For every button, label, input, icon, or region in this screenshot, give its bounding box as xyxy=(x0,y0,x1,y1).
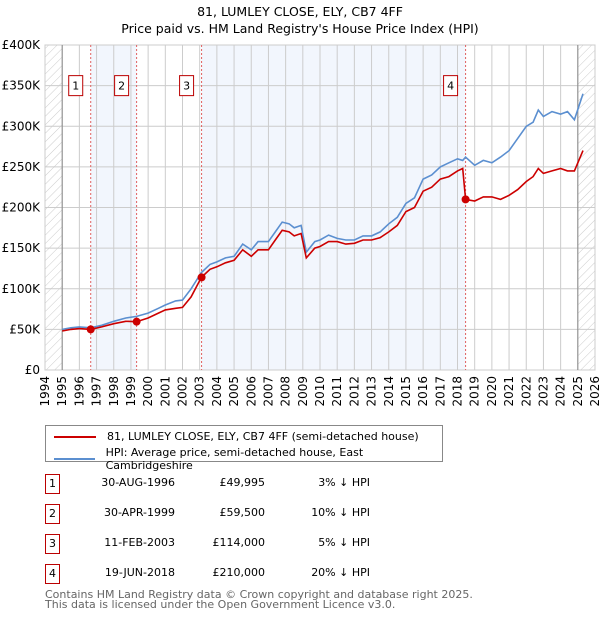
y-tick-label: £350K xyxy=(2,79,42,93)
sale-label: 2 xyxy=(118,80,125,93)
sale-point xyxy=(86,325,95,334)
sale-price: £114,000 xyxy=(212,536,266,549)
table-row: 2 30-APR-1999 £59,500 10% ↓ HPI xyxy=(45,504,445,524)
sale-label: 3 xyxy=(183,80,190,93)
x-tick-label: 1997 xyxy=(90,376,104,407)
y-tick-label: £0 xyxy=(25,363,40,377)
x-tick-label: 2007 xyxy=(261,376,275,407)
blue-line-swatch xyxy=(54,458,95,460)
x-tick-label: 2020 xyxy=(485,376,499,407)
sale-label-border xyxy=(68,75,84,97)
sale-price: £210,000 xyxy=(212,566,266,579)
x-tick-label: 1999 xyxy=(124,376,138,407)
title-line-2: Price paid vs. HM Land Registry's House … xyxy=(121,21,479,36)
x-tick-label: 2026 xyxy=(588,376,600,407)
sale-price: £49,995 xyxy=(219,476,266,489)
y-tick-label: £100K xyxy=(2,282,42,296)
x-tick-label: 2015 xyxy=(399,376,413,407)
sale-point xyxy=(132,317,141,326)
x-tick-label: 2025 xyxy=(571,376,585,407)
hpi-diff: 20% ↓ HPI xyxy=(311,566,370,579)
x-tick-label: 2010 xyxy=(313,376,327,407)
x-tick-label: 2009 xyxy=(296,376,310,407)
footer-line-2: This data is licensed under the Open Gov… xyxy=(45,598,396,611)
sale-date: 30-APR-1999 xyxy=(103,506,175,519)
x-tick-label: 2001 xyxy=(158,376,172,407)
x-tick-label: 1998 xyxy=(107,376,121,407)
sale-label-box: 3 xyxy=(179,75,195,97)
plot-border xyxy=(44,44,596,371)
x-tick-label: 1995 xyxy=(55,376,69,407)
table-row: 4 19-JUN-2018 £210,000 20% ↓ HPI xyxy=(45,564,445,584)
x-tick-label: 2022 xyxy=(519,376,533,407)
sale-label-border xyxy=(179,75,195,97)
x-tick-label: 2011 xyxy=(330,376,344,407)
sale-number: 4 xyxy=(45,564,60,584)
x-tick-label: 2019 xyxy=(468,376,482,407)
y-tick-label: £300K xyxy=(2,119,42,133)
sale-number: 1 xyxy=(45,474,60,494)
sale-label-border xyxy=(114,75,130,97)
sale-label-box: 4 xyxy=(443,75,459,97)
x-tick-label: 2016 xyxy=(416,376,430,407)
legend-item-property: 81, LUMLEY CLOSE, ELY, CB7 4FF (semi-det… xyxy=(54,430,419,443)
sale-date: 19-JUN-2018 xyxy=(104,566,175,579)
sale-point xyxy=(197,273,206,282)
property-price-line xyxy=(62,150,584,332)
sale-number: 2 xyxy=(45,504,60,524)
x-tick-label: 2003 xyxy=(193,376,207,407)
sale-date: 11-FEB-2003 xyxy=(104,536,175,549)
sale-label-box: 2 xyxy=(114,75,130,97)
price-chart: 1994 1995 1996 1997 1998 1999 2000 2001 2002 2003… xyxy=(2,38,600,407)
sale-label-box: 1 xyxy=(68,75,84,97)
red-line-swatch xyxy=(54,435,96,438)
x-tick-label: 2000 xyxy=(141,376,155,407)
x-tick-label: 2008 xyxy=(279,376,293,407)
title-line-1: 81, LUMLEY CLOSE, ELY, CB7 4FF xyxy=(197,4,403,19)
hpi-line xyxy=(62,93,584,331)
x-tick-label: 1996 xyxy=(72,376,86,407)
x-tick-label: 1994 xyxy=(38,376,52,407)
chart-title: 81, LUMLEY CLOSE, ELY, CB7 4FF Price pai… xyxy=(0,3,600,37)
x-tick-label: 2023 xyxy=(536,376,550,407)
sale-price: £59,500 xyxy=(219,506,266,519)
sale-label-border xyxy=(443,75,459,97)
x-tick-label: 2024 xyxy=(554,376,568,407)
hpi-diff: 3% ↓ HPI xyxy=(318,476,370,489)
x-tick-label: 2012 xyxy=(347,376,361,407)
legend: 81, LUMLEY CLOSE, ELY, CB7 4FF (semi-det… xyxy=(45,425,443,472)
table-row: 3 11-FEB-2003 £114,000 5% ↓ HPI xyxy=(45,534,445,554)
x-tick-label: 2017 xyxy=(433,376,447,407)
x-tick-label: 2006 xyxy=(244,376,258,407)
sale-date: 30-AUG-1996 xyxy=(101,476,175,489)
footer-line-1: Contains HM Land Registry data © Crown c… xyxy=(45,588,473,601)
legend-item-hpi: HPI: Average price, semi-detached house,… xyxy=(54,446,442,472)
table-row: 1 30-AUG-1996 £49,995 3% ↓ HPI xyxy=(45,474,445,494)
y-tick-label: £200K xyxy=(2,201,42,215)
sale-label: 1 xyxy=(72,80,79,93)
sale-label: 4 xyxy=(447,80,454,93)
legend-label: HPI: Average price, semi-detached house,… xyxy=(105,446,364,472)
x-tick-label: 2018 xyxy=(451,376,465,407)
sale-number: 3 xyxy=(45,534,60,554)
y-tick-label: £150K xyxy=(2,241,42,255)
x-tick-label: 2002 xyxy=(176,376,190,407)
y-tick-label: £400K xyxy=(2,38,42,52)
x-tick-label: 2021 xyxy=(502,376,516,407)
hpi-diff: 5% ↓ HPI xyxy=(318,536,370,549)
x-tick-label: 2005 xyxy=(227,376,241,407)
x-tick-label: 2013 xyxy=(365,376,379,407)
sale-point xyxy=(461,195,470,204)
x-tick-label: 2014 xyxy=(382,376,396,407)
y-tick-label: £250K xyxy=(2,160,42,174)
x-tick-label: 2004 xyxy=(210,376,224,407)
legend-label: 81, LUMLEY CLOSE, ELY, CB7 4FF (semi-det… xyxy=(107,430,419,443)
hpi-diff: 10% ↓ HPI xyxy=(311,506,370,519)
footer: Contains HM Land Registry data © Crown c… xyxy=(45,588,473,611)
y-tick-label: £50K xyxy=(9,322,41,336)
